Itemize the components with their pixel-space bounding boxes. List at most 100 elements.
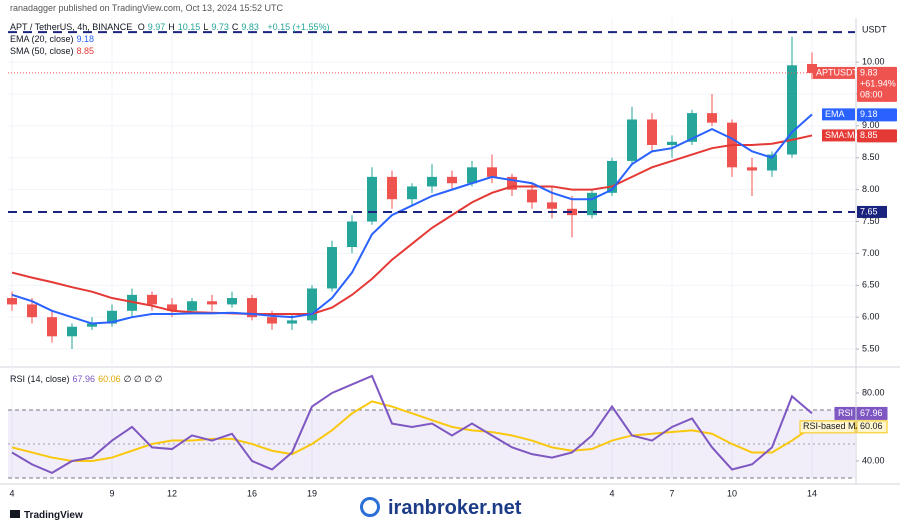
legend-name: EMA (20, close) (10, 34, 74, 44)
price-tag (857, 129, 897, 143)
price-tag-text: 9.83 (860, 67, 878, 77)
change: +0.15 (+1.55%) (267, 22, 330, 32)
ohlc-value: 10.15 (177, 22, 201, 32)
candle-body (307, 288, 317, 321)
legend-value: 67.96 (72, 374, 96, 384)
watermark: iranbroker.net (360, 497, 521, 520)
price-legend: APT / TetherUS, 4h, BINANCE O 9.97 H 10.15 L… (10, 22, 332, 32)
y-tick-label: 6.50 (862, 280, 880, 290)
price-tag (856, 406, 888, 420)
series-line (11, 400, 813, 462)
candle-body (427, 176, 437, 187)
x-tick-label: 4 (609, 488, 614, 498)
y-tick-label: 5.50 (862, 343, 880, 353)
price-tag-text: SMA:MA (825, 130, 861, 140)
candle-body (167, 304, 177, 311)
price-tag (799, 420, 856, 434)
ohlc-value: 9.73 (211, 22, 229, 32)
x-tick-label: 4 (9, 488, 14, 498)
candle-body (507, 176, 517, 190)
candle-body (487, 167, 497, 177)
x-tick-label: 16 (247, 488, 257, 498)
candle-body (247, 298, 257, 318)
ohlc-value: 9.83 (241, 22, 259, 32)
y-tick-label: 10.00 (862, 56, 885, 66)
candle-body (347, 221, 357, 248)
candle-body (327, 247, 337, 289)
x-tick-label: 19 (307, 488, 317, 498)
price-tag (822, 108, 855, 121)
header: ranadagger published on TradingView.com,… (10, 3, 284, 13)
footer-logo: TradingView (10, 510, 86, 521)
price-tag (813, 66, 855, 79)
candle-body (707, 113, 717, 123)
price-tag-text: 9.18 (860, 109, 878, 119)
candle-body (67, 326, 77, 337)
candle-body (547, 202, 557, 209)
candle-body (467, 167, 477, 184)
candle-body (607, 160, 617, 193)
candle-body (147, 294, 157, 305)
y-tick-label: 7.50 (862, 216, 880, 226)
candle-body (187, 301, 197, 311)
price-tag-text: 60.06 (860, 421, 883, 431)
price-tag-text: +61.94% (860, 78, 896, 88)
y-tick-label: 9.00 (862, 120, 880, 130)
logo-text: TradingView (24, 510, 83, 521)
x-tick-label: 7 (669, 488, 674, 498)
y-tick-label: 7.00 (862, 248, 880, 258)
legend-value: 8.85 (76, 46, 95, 56)
rsi-legend: RSI (14, close) 67.96 60.06 ∅ ∅ ∅ ∅ (10, 374, 165, 385)
candle-body (207, 301, 217, 305)
candle-body (647, 119, 657, 145)
watermark-text: iranbroker.net (388, 497, 522, 519)
legend-value: 60.06 (98, 374, 121, 384)
candle-body (627, 119, 637, 161)
y-tick-label: 80.00 (862, 387, 885, 397)
y-tick-label: 6.00 (862, 312, 880, 322)
candle-body (407, 186, 417, 200)
symbol-title: APT / TetherUS, 4h, BINANCE (10, 22, 133, 32)
candle-body (587, 192, 597, 216)
price-tag-text: 08:00 (860, 89, 883, 99)
ohlc-label: O (137, 22, 145, 32)
candle-body (267, 317, 277, 324)
y-tick-label: 8.00 (862, 184, 880, 194)
price-tag-text: EMA (825, 109, 845, 119)
logo-icon (10, 510, 20, 518)
candle-body (227, 298, 237, 305)
candle-body (807, 64, 817, 73)
candle-body (687, 113, 697, 142)
price-tag (822, 129, 855, 142)
price-tag (857, 205, 887, 218)
x-tick-label: 10 (727, 488, 737, 498)
candle-body (87, 323, 97, 327)
x-tick-label: 14 (807, 488, 817, 498)
candle-body (367, 176, 377, 222)
ohlc-value: 9.97 (147, 22, 166, 32)
candle-body (667, 141, 677, 145)
candle-body (107, 310, 117, 324)
price-tag-text: APTUSDT (816, 67, 859, 77)
price-tag (856, 420, 888, 434)
price-tag (857, 66, 897, 102)
price-tag-text: RSI (838, 408, 853, 418)
price-tag (834, 406, 856, 420)
candle-body (527, 189, 537, 203)
y-tick-label: 8.50 (862, 152, 880, 162)
candle-body (767, 154, 777, 171)
legend-value: 9.18 (76, 34, 95, 44)
series-line (11, 134, 813, 315)
price-tag-text: 8.85 (860, 130, 878, 140)
ohlc-label: L (203, 22, 209, 32)
x-tick-label: 9 (109, 488, 114, 498)
ohlc: O 9.97 H 10.15 L 9.73 C 9.83 (138, 22, 262, 32)
candle-body (387, 176, 397, 200)
legend-name: SMA (50, close) (10, 46, 74, 56)
ohlc-label: C (231, 22, 239, 32)
series-line (11, 374, 813, 474)
y-tick-label: 40.00 (862, 455, 885, 465)
